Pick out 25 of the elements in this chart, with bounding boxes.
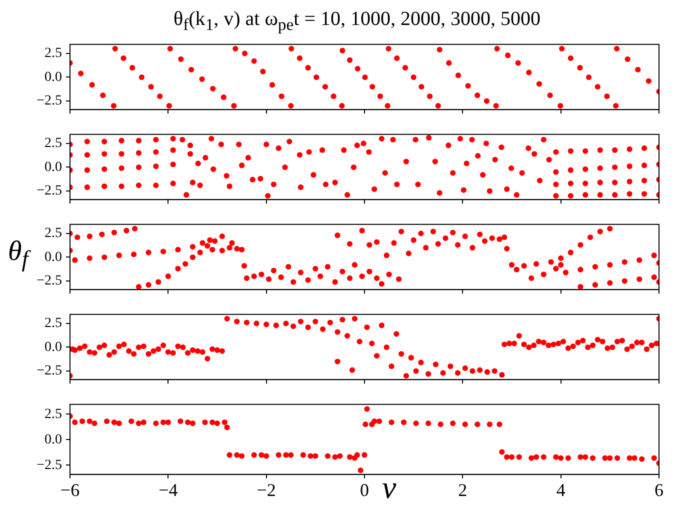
x-tick-label: 0 — [360, 480, 369, 500]
y-tick-label: −2.5 — [36, 364, 62, 379]
x-tick-label: 4 — [556, 480, 566, 500]
y-tick-label: 2.5 — [44, 46, 62, 62]
y-axis-title: θ$_{f}$ — [8, 236, 28, 274]
chart-title: θ$_{f}$(k$_{1}$, v) at ω$_{pe}$t = 10, 1000, 2000, 3000, 5000 — [172, 8, 542, 34]
y-tick-label: −2.5 — [36, 184, 62, 199]
x-tick-label: −6 — [60, 480, 80, 500]
x-tick-label: 2 — [458, 480, 468, 500]
y-tick-label: 2.5 — [44, 226, 62, 242]
y-tick-label: −2.5 — [36, 274, 62, 289]
y-tick-label: −2.5 — [36, 458, 62, 473]
x-axis-title: v — [382, 469, 396, 505]
x-tick-label: 6 — [654, 480, 664, 500]
y-tick-label: −2.5 — [36, 94, 62, 109]
y-tick-label: 0.0 — [44, 70, 62, 85]
y-tick-label: 0.0 — [44, 432, 62, 448]
y-tick-label: 2.5 — [44, 316, 62, 332]
y-tick-label: 2.5 — [44, 136, 62, 152]
x-tick-label: −4 — [158, 480, 178, 500]
y-tick-label: 0.0 — [44, 160, 62, 175]
y-tick-label: 0.0 — [44, 340, 62, 355]
y-tick-label: 2.5 — [44, 406, 62, 422]
y-tick-label: 0.0 — [44, 250, 62, 265]
x-tick-label: −2 — [256, 480, 276, 500]
